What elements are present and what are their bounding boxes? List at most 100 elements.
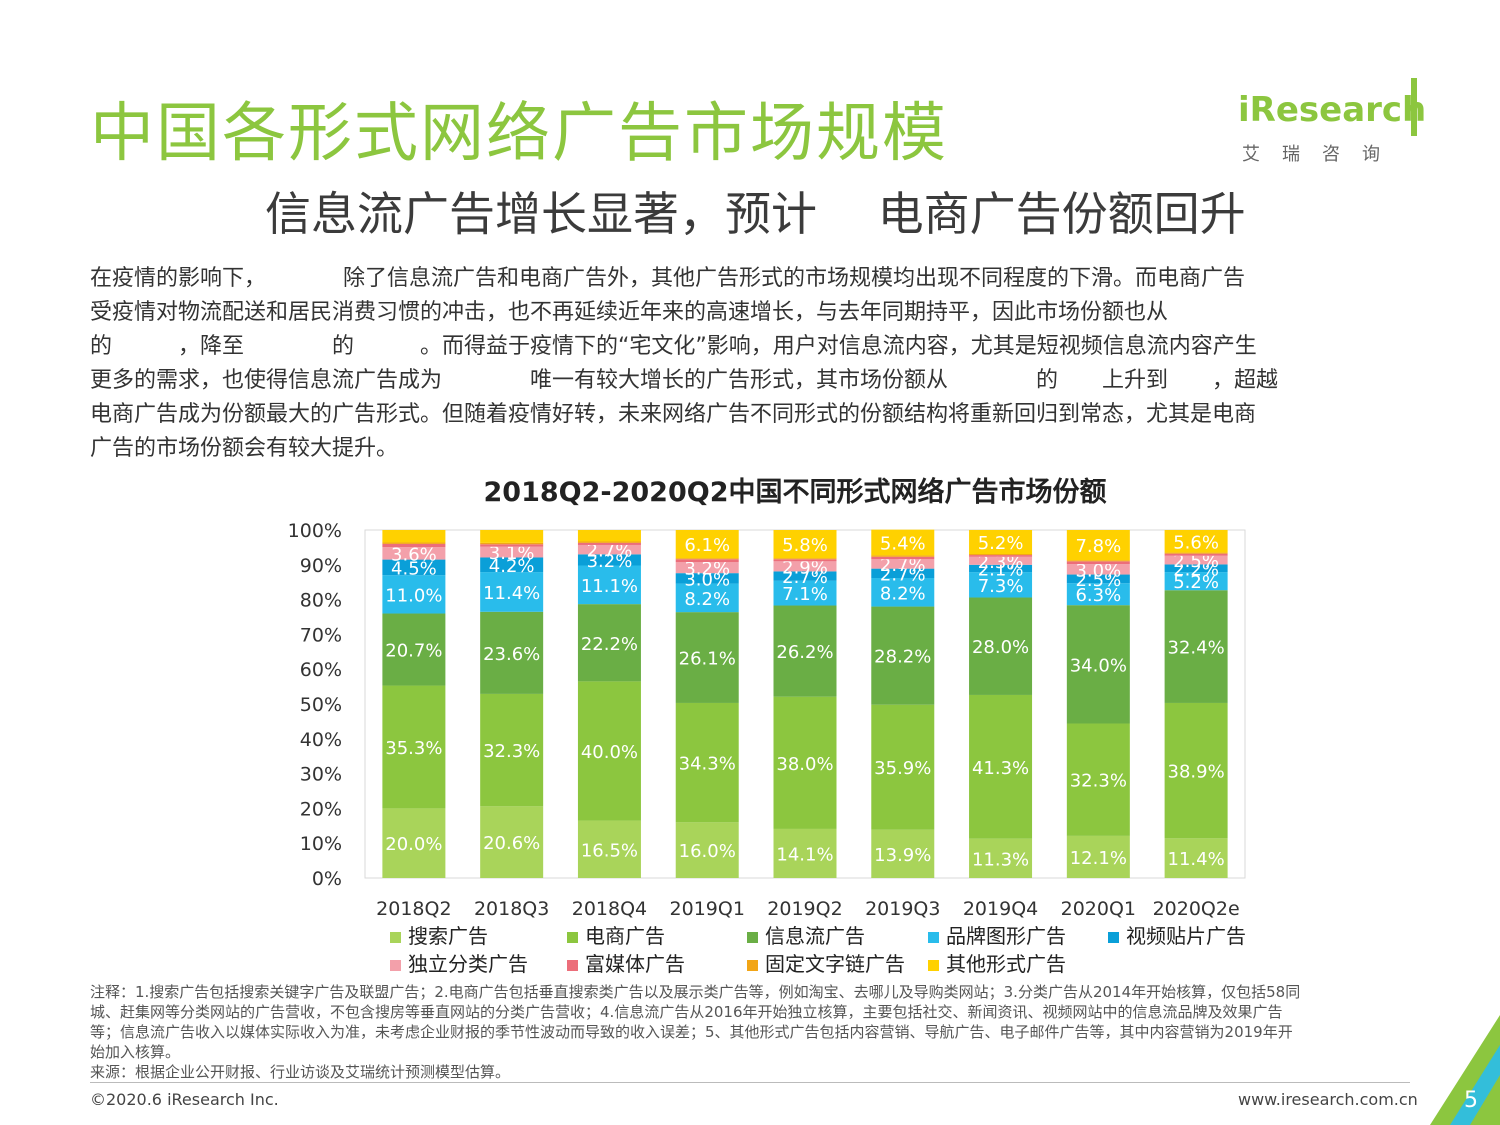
bar-segment: [1164, 564, 1228, 573]
legend-label: 其他形式广告: [946, 952, 1066, 976]
bar-segment: [480, 546, 544, 558]
paragraph-line: 电商广告成为份额最大的广告形式。但随着疫情好转，未来网络广告不同形式的份额结构将…: [90, 402, 1257, 427]
bar-segment: [577, 554, 641, 566]
data-label: 4.5%: [391, 558, 437, 579]
legend-swatch: [567, 932, 578, 943]
bar-segment: [480, 557, 544, 573]
bar-segment: [871, 556, 935, 560]
data-label: 2.7%: [880, 555, 926, 576]
bar-segment: [871, 578, 935, 607]
legend-item: 电商广告: [567, 920, 665, 949]
bar-segment: [382, 530, 446, 543]
data-label: 20.7%: [385, 641, 442, 662]
data-label: 2.2%: [1173, 559, 1219, 580]
bar-segment: [1066, 574, 1130, 584]
x-tick-label: 2019Q2: [767, 898, 842, 920]
data-label: 20.6%: [483, 833, 540, 854]
bar-segment: [480, 806, 544, 878]
data-label: 8.2%: [880, 583, 926, 604]
y-tick-label: 50%: [300, 694, 342, 716]
x-tick-label: 2019Q1: [670, 898, 745, 920]
y-tick-label: 10%: [300, 833, 342, 855]
data-label: 7.1%: [782, 584, 828, 605]
summary-paragraph: 在疫情的影响下， 除了信息流广告和电商广告外，其他广告形式的市场规模均出现不同程…: [90, 262, 1420, 466]
y-tick-label: 100%: [288, 520, 342, 542]
bar-segment: [675, 530, 739, 559]
legend-label: 固定文字链广告: [765, 952, 905, 976]
bar-segment: [773, 605, 837, 697]
bar-segment: [675, 558, 739, 560]
bar-segment: [969, 572, 1033, 598]
legend-item: 品牌图形广告: [928, 920, 1066, 949]
data-label: 34.3%: [679, 754, 736, 775]
bar-segment: [382, 542, 446, 544]
chart-title: 2018Q2-2020Q2中国不同形式网络广告市场份额: [483, 477, 1107, 508]
data-label: 14.1%: [776, 844, 833, 865]
bar-segment: [1066, 560, 1130, 562]
y-tick-label: 0%: [312, 868, 342, 890]
data-label: 2.3%: [978, 552, 1024, 573]
data-label: 7.3%: [978, 576, 1024, 597]
bar-segment: [871, 829, 935, 878]
data-label: 32.3%: [1070, 771, 1127, 792]
legend-label: 品牌图形广告: [946, 924, 1066, 948]
bar-segment: [1164, 572, 1228, 591]
website-link[interactable]: www.iresearch.com.cn: [1238, 1090, 1418, 1109]
data-label: 4.2%: [489, 556, 535, 577]
paragraph-line: 广告的市场份额会有较大提升。: [90, 436, 399, 461]
bar-segment: [1066, 564, 1130, 575]
bar-segment: [1164, 552, 1228, 554]
legend-item: 视频贴片广告: [1108, 920, 1246, 949]
legend-item: 固定文字链广告: [747, 948, 905, 977]
data-label: 8.2%: [684, 589, 730, 610]
bar-segment: [969, 564, 1033, 573]
legend-swatch: [747, 960, 758, 971]
note-line: 等；信息流广告收入以媒体实际收入为准，未考虑企业财报的季节性波动而导致的收入误差…: [90, 1023, 1293, 1041]
bar-segment: [382, 547, 446, 560]
data-label: 3.1%: [489, 543, 535, 564]
data-label: 5.2%: [1173, 572, 1219, 593]
note-line: 城、赶集网等分类网站的广告营收，不包含搜房等垂直网站的分类广告营收；4.信息流广…: [90, 1003, 1283, 1021]
bar-segment: [382, 685, 446, 809]
bar-segment: [1066, 530, 1130, 561]
note-line: 注释：1.搜索广告包括搜索关键字广告及联盟广告；2.电商广告包括垂直搜索类广告以…: [90, 983, 1301, 1001]
data-label: 11.3%: [972, 849, 1029, 870]
footer-divider: [90, 1082, 1410, 1083]
x-tick-label: 2018Q3: [474, 898, 549, 920]
data-label: 26.1%: [679, 649, 736, 670]
bar-segment: [675, 562, 739, 574]
data-label: 2.7%: [782, 567, 828, 588]
data-label: 2.5%: [1075, 570, 1121, 591]
legend-swatch: [928, 932, 939, 943]
bar-segment: [675, 822, 739, 878]
paragraph-line: 的 ，降至 的 。而得益于疫情下的“宅文化”影响，用户对信息流内容，尤其是短视频…: [90, 334, 1257, 359]
y-tick-label: 20%: [300, 798, 342, 820]
bar-segment: [577, 604, 641, 682]
data-label: 20.0%: [385, 834, 442, 855]
paragraph-line: 受疫情对物流配送和居民消费习惯的冲击，也不再延续近年来的高速增长，与去年同期持平…: [90, 300, 1169, 325]
bar-segment: [969, 555, 1033, 557]
page-title: 中国各形式网络广告市场规模: [90, 97, 948, 171]
legend-swatch: [567, 960, 578, 971]
bar-segment: [773, 530, 837, 559]
y-tick-label: 30%: [300, 764, 342, 786]
legend-label: 电商广告: [585, 924, 665, 948]
bar-segment: [969, 694, 1033, 839]
bar-segment: [675, 559, 739, 563]
bar-segment: [382, 575, 446, 614]
data-label: 5.2%: [978, 533, 1024, 554]
x-tick-label: 2020Q1: [1061, 898, 1136, 920]
legend-item: 独立分类广告: [390, 948, 528, 977]
bar-segment: [773, 571, 837, 581]
data-label: 6.3%: [1075, 585, 1121, 606]
bar-segment: [969, 597, 1033, 695]
bar-segment: [969, 838, 1033, 878]
data-label: 3.0%: [684, 569, 730, 590]
bar-segment: [773, 559, 837, 562]
y-tick-label: 70%: [300, 624, 342, 646]
legend-label: 搜索广告: [408, 924, 488, 948]
bar-segment: [773, 828, 837, 878]
bar-segment: [1066, 835, 1130, 878]
bar-segment: [577, 820, 641, 878]
data-label: 22.2%: [581, 634, 638, 655]
